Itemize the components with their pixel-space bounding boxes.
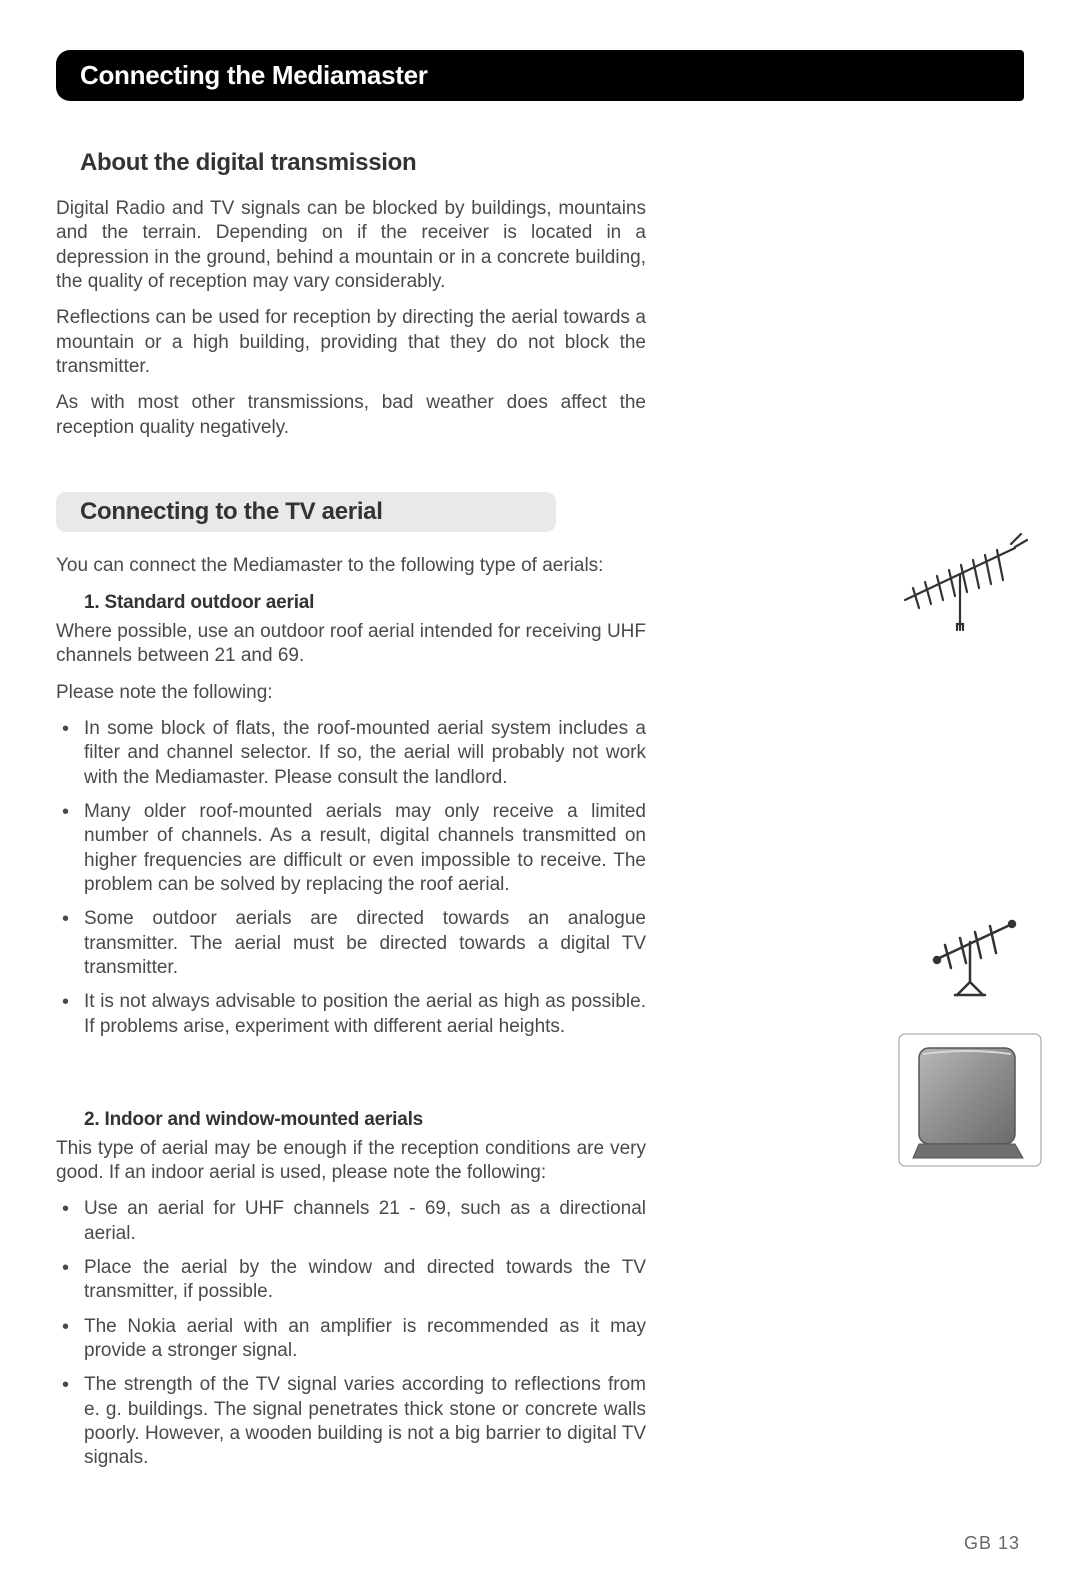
list-item: Use an aerial for UHF channels 21 - 69, … [56, 1197, 646, 1246]
list-item: Many older roof-mounted aerials may only… [56, 800, 646, 897]
indoor-aerial-icon [915, 910, 1035, 1005]
sub1-bullets: In some block of flats, the roof-mounted… [56, 717, 646, 1039]
content-row: About the digital transmission Digital R… [56, 149, 1024, 1481]
list-item: In some block of flats, the roof-mounted… [56, 717, 646, 790]
list-item: The Nokia aerial with an amplifier is re… [56, 1315, 646, 1364]
sub1-p1: Where possible, use an outdoor roof aeri… [56, 620, 646, 669]
section2-intro: You can connect the Mediamaster to the f… [56, 554, 646, 578]
section1-p1: Digital Radio and TV signals can be bloc… [56, 197, 646, 294]
section1-p2: Reflections can be used for reception by… [56, 306, 646, 379]
sub1-p2: Please note the following: [56, 681, 646, 705]
section2-heading: Connecting to the TV aerial [56, 492, 556, 532]
sub1-heading: 1. Standard outdoor aerial [84, 592, 646, 614]
amplifier-box-icon [895, 1030, 1045, 1170]
sub2-p1: This type of aerial may be enough if the… [56, 1137, 646, 1186]
list-item: Some outdoor aerials are directed toward… [56, 907, 646, 980]
outdoor-aerial-icon [885, 530, 1035, 640]
page-banner: Connecting the Mediamaster [56, 50, 1024, 101]
banner-title: Connecting the Mediamaster [80, 60, 428, 90]
list-item: Place the aerial by the window and direc… [56, 1256, 646, 1305]
main-column: About the digital transmission Digital R… [56, 149, 646, 1481]
sub2-heading: 2. Indoor and window-mounted aerials [84, 1109, 646, 1131]
section1-p3: As with most other transmissions, bad we… [56, 391, 646, 440]
sub2-bullets: Use an aerial for UHF channels 21 - 69, … [56, 1197, 646, 1470]
spacer [56, 1049, 646, 1095]
list-item: It is not always advisable to position t… [56, 990, 646, 1039]
list-item: The strength of the TV signal varies acc… [56, 1373, 646, 1470]
section1-heading: About the digital transmission [56, 149, 646, 177]
page-footer: GB 13 [964, 1533, 1020, 1554]
